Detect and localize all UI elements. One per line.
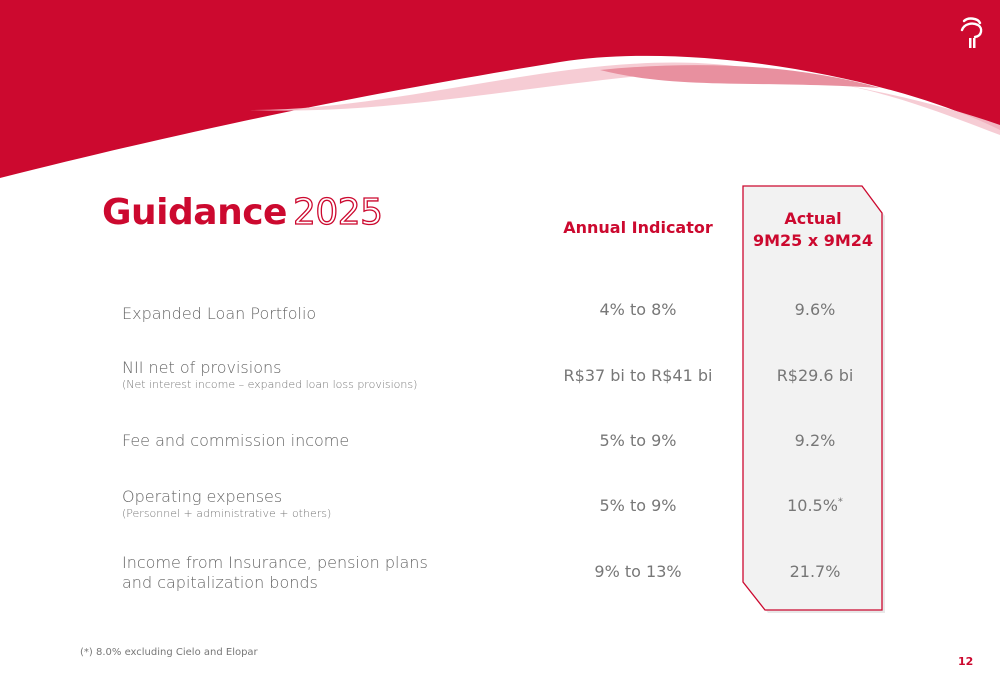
page-number: 12 xyxy=(958,655,974,668)
footnote: (*) 8.0% excluding Cielo and Elopar xyxy=(80,647,258,658)
row-label: NII net of provisions (Net interest incom… xyxy=(122,358,417,391)
row-indicator: 5% to 9% xyxy=(599,431,677,450)
actual-header-line2: 9M25 x 9M24 xyxy=(752,231,874,250)
row-sublabel: (Net interest income – expanded loan los… xyxy=(122,378,418,391)
row-label: Operating expenses (Personnel + administr… xyxy=(122,487,331,520)
bradesco-tree-logo-icon xyxy=(960,17,983,48)
title-text: Guidance xyxy=(102,192,287,233)
row-actual-value: 10.5% xyxy=(787,496,838,515)
page-title: Guidance 2025 xyxy=(102,191,384,233)
actual-header-line1: Actual xyxy=(784,209,842,228)
row-label-text: Operating expenses xyxy=(122,487,283,506)
row-indicator: R$37 bi to R$41 bi xyxy=(563,366,713,385)
row-label: Income from Insurance, pension plans and … xyxy=(122,553,428,593)
row-actual: 9.6% xyxy=(794,300,836,319)
row-indicator: 9% to 13% xyxy=(594,562,682,581)
row-indicator: 5% to 9% xyxy=(599,496,677,515)
row-actual: 10.5%* xyxy=(745,496,885,515)
actual-column-box xyxy=(742,185,883,611)
row-label-text: NII net of provisions xyxy=(122,358,282,377)
row-label-text-2: and capitalization bonds xyxy=(122,573,318,592)
row-sublabel: (Personnel + administrative + others) xyxy=(122,507,332,520)
title-year: 2025 xyxy=(292,191,383,233)
annual-indicator-header: Annual Indicator xyxy=(563,218,713,237)
footnote-marker: * xyxy=(837,496,843,508)
row-actual: 21.7% xyxy=(789,562,841,581)
row-actual: R$29.6 bi xyxy=(776,366,854,385)
actual-header: Actual 9M25 x 9M24 xyxy=(743,208,883,252)
row-label: Fee and commission income xyxy=(122,431,350,450)
row-indicator: 4% to 8% xyxy=(599,300,677,319)
row-actual: 9.2% xyxy=(794,431,836,450)
row-label: Expanded Loan Portfolio xyxy=(122,304,317,323)
row-label-text: Income from Insurance, pension plans xyxy=(122,553,428,572)
